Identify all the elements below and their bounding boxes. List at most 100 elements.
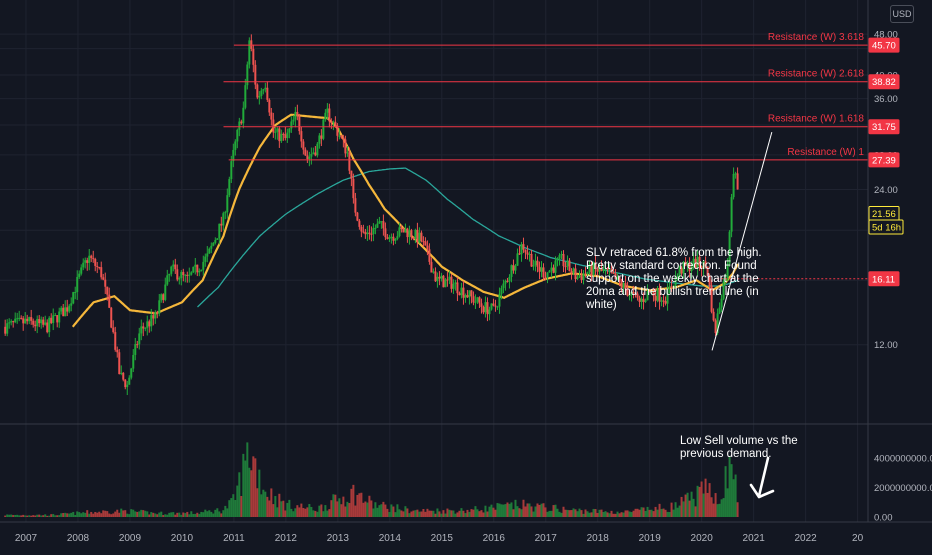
volume-bar: [570, 510, 573, 517]
candle-body: [82, 262, 85, 268]
time-tick-label: 2010: [171, 533, 194, 544]
volume-bar: [232, 494, 235, 517]
volume-bar: [474, 506, 477, 517]
volume-bar: [412, 510, 415, 517]
volume-bar: [40, 515, 43, 517]
candles: [4, 34, 739, 396]
volume-bar: [538, 504, 541, 517]
volume-bar: [354, 505, 357, 517]
volume-bar: [60, 513, 63, 517]
volume-bar: [214, 509, 217, 517]
volume-bar: [410, 511, 413, 517]
volume-bar: [204, 509, 207, 517]
candle-body: [320, 135, 323, 139]
volume-bar: [290, 508, 293, 517]
price-badge: [868, 74, 900, 90]
volume-bar: [706, 492, 709, 517]
time-tick-label: 2016: [483, 533, 506, 544]
time-tick-label: 20: [852, 533, 864, 544]
volume-bar: [614, 513, 617, 517]
volume-bar: [194, 513, 197, 517]
volume-bar: [28, 515, 31, 517]
volume-bar: [296, 505, 299, 517]
candle-body: [308, 156, 311, 160]
candle-body: [704, 261, 707, 267]
time-tick-label: 2011: [223, 533, 245, 544]
volume-bar: [372, 508, 375, 517]
candle-body: [628, 294, 631, 296]
candle-body: [180, 271, 183, 279]
candle-body: [276, 128, 279, 132]
volume-bar: [558, 511, 561, 517]
candle-body: [244, 85, 247, 108]
candle-body: [504, 280, 507, 284]
volume-bar: [208, 510, 211, 517]
volume-bar: [78, 512, 81, 517]
volume-bar: [20, 515, 23, 517]
candle-body: [568, 260, 571, 272]
volume-bar: [506, 502, 509, 517]
candle-body: [492, 303, 495, 306]
resistance-label: Resistance (W) 2.618: [768, 69, 865, 80]
candle-body: [338, 135, 341, 137]
candle-body: [26, 318, 29, 322]
volume-bar: [380, 504, 383, 517]
candle-body: [242, 107, 245, 124]
volume-bar: [164, 514, 167, 517]
volume-bar: [390, 504, 393, 517]
volume-bar: [724, 466, 727, 517]
candle-body: [32, 320, 35, 325]
volume-bar: [150, 512, 153, 517]
time-tick-label: 2015: [431, 533, 454, 544]
candle-body: [316, 143, 319, 156]
volume-bar: [212, 513, 215, 517]
candle-body: [716, 313, 719, 334]
candle-body: [708, 275, 711, 286]
candle-body: [714, 320, 717, 334]
volume-bar: [584, 509, 587, 517]
volume-bar: [262, 489, 265, 517]
candle-body: [406, 228, 409, 238]
volume-bar: [254, 458, 257, 517]
candle-body: [526, 252, 529, 255]
time-tick-label: 2014: [379, 533, 402, 544]
volume-bar: [522, 499, 525, 517]
candle-body: [462, 287, 465, 298]
volume-bar: [698, 486, 701, 517]
volume-bar: [376, 507, 379, 517]
volume-bar: [582, 513, 585, 517]
candle-body: [182, 271, 185, 276]
volume-bar: [648, 509, 651, 517]
candle-body: [482, 306, 485, 313]
volume-bar: [122, 510, 125, 517]
volume-bar: [382, 501, 385, 517]
time-tick-label: 2007: [15, 533, 38, 544]
candle-body: [710, 285, 713, 312]
volume-bar: [608, 513, 611, 517]
grid: [0, 0, 868, 522]
volume-bar: [140, 509, 143, 517]
candle-body: [120, 372, 123, 375]
volume-bar: [198, 513, 201, 517]
volume-bar: [68, 513, 71, 517]
candle-body: [392, 236, 395, 241]
volume-bar: [626, 510, 629, 517]
volume-annotation: Low Sell volume vs the previous demand.: [680, 435, 798, 460]
candle-body: [454, 282, 457, 284]
candle-body: [432, 271, 435, 273]
ma-slow-line: [197, 167, 739, 308]
volume-bar: [644, 510, 647, 517]
candle-body: [222, 213, 225, 226]
volume-bar: [126, 513, 129, 517]
candle-body: [688, 262, 691, 272]
candle-body: [564, 266, 567, 268]
volume-bar: [472, 509, 475, 517]
volume-bar: [386, 508, 389, 517]
currency-label[interactable]: USD: [890, 5, 914, 23]
candle-body: [592, 263, 595, 276]
candle-body: [578, 276, 581, 278]
volume-bar: [364, 501, 367, 517]
volume-bars: [4, 442, 739, 517]
